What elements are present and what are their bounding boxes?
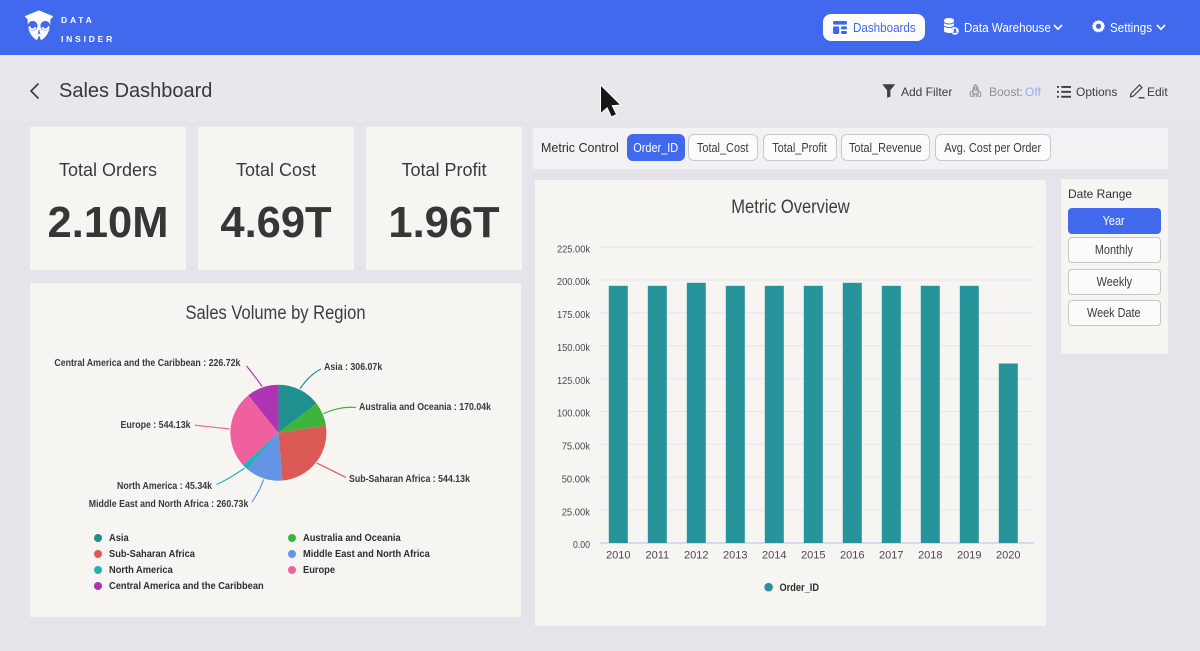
svg-text:2014: 2014 [762,550,786,562]
svg-text:2012: 2012 [684,550,708,562]
svg-text:225.00k: 225.00k [557,244,591,255]
svg-text:0.00: 0.00 [573,540,590,551]
svg-text:2018: 2018 [918,550,942,562]
svg-text:50.00k: 50.00k [562,475,591,486]
svg-text:2019: 2019 [957,550,981,562]
svg-text:Order_ID: Order_ID [780,582,820,594]
svg-text:2016: 2016 [840,550,864,562]
svg-text:2015: 2015 [801,550,825,562]
svg-text:2017: 2017 [879,550,903,562]
svg-text:150.00k: 150.00k [557,343,591,354]
svg-text:2010: 2010 [606,550,630,562]
svg-text:100.00k: 100.00k [557,409,591,420]
svg-text:75.00k: 75.00k [562,442,591,453]
svg-text:25.00k: 25.00k [562,507,591,518]
svg-text:2013: 2013 [723,550,747,562]
svg-text:175.00k: 175.00k [557,310,591,321]
svg-text:200.00k: 200.00k [557,277,591,288]
svg-text:2020: 2020 [996,550,1020,562]
svg-text:2011: 2011 [645,550,669,562]
svg-text:125.00k: 125.00k [557,376,591,387]
